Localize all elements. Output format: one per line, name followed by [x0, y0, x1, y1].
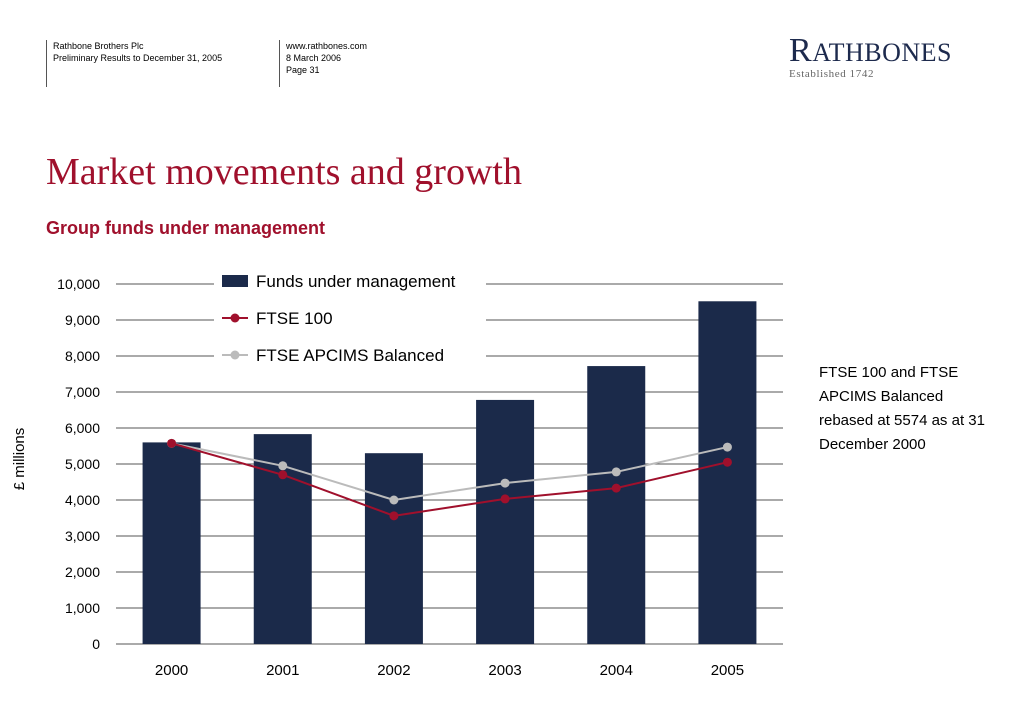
logo-established: Established 1742	[789, 68, 875, 80]
point-ftse100-2004	[611, 483, 621, 493]
page-title: Market movements and growth	[46, 151, 522, 193]
y-tick-label: 3,000	[65, 528, 100, 544]
page-number: Page 31	[286, 65, 320, 75]
bar-funds-2002	[364, 453, 423, 644]
bar-funds-2005	[698, 301, 757, 644]
y-tick-label: 4,000	[65, 492, 100, 508]
y-tick-label: 0	[92, 636, 100, 652]
y-tick-label: 5,000	[65, 456, 100, 472]
point-ftse100-2002	[389, 511, 399, 521]
point-ftse100-2005	[722, 457, 732, 467]
legend-swatch-funds	[222, 275, 248, 287]
page-subtitle: Group funds under management	[46, 218, 326, 238]
y-tick-label: 10,000	[57, 276, 100, 292]
point-ftse100-2001	[278, 470, 288, 480]
document-title: Preliminary Results to December 31, 2005	[53, 53, 223, 63]
x-tick-label: 2004	[600, 662, 633, 679]
logo-rest: ATHBONES	[812, 38, 952, 67]
point-apcims-2001	[278, 461, 288, 471]
legend-label-apcims: FTSE APCIMS Balanced	[256, 346, 444, 365]
rathbones-logo: RATHBONES Established 1742	[789, 34, 989, 81]
y-tick-label: 2,000	[65, 564, 100, 580]
point-ftse100-2000	[167, 438, 177, 448]
chart-legend: Funds under management FTSE 100 FTSE APCIM…	[214, 266, 486, 370]
x-tick-label: 2001	[266, 662, 299, 679]
bar-funds-2004	[587, 366, 646, 644]
presentation-date: 8 March 2006	[286, 53, 342, 63]
line-ftse100	[171, 442, 728, 517]
point-apcims-2004	[611, 467, 621, 477]
x-tick-labels: 2000 2001 2002 2003 2004 2005	[155, 662, 744, 679]
header-divider-left	[46, 40, 47, 87]
point-ftse100-2003	[500, 494, 510, 504]
header-left: Rathbone Brothers Plc Preliminary Result…	[53, 40, 222, 64]
y-tick-label: 6,000	[65, 420, 100, 436]
point-apcims-2002	[389, 495, 399, 505]
logo-wordmark: RATHBONES	[789, 34, 989, 68]
y-axis-label: £ millions	[11, 428, 28, 491]
legend-label-funds: Funds under management	[256, 272, 456, 291]
line-apcims	[171, 442, 728, 502]
bar-funds-2003	[476, 399, 535, 644]
legend-label-ftse100: FTSE 100	[256, 309, 333, 328]
y-tick-label: 8,000	[65, 348, 100, 364]
bar-funds-2000	[142, 442, 201, 644]
website: www.rathbones.com	[286, 41, 368, 51]
point-apcims-2005	[722, 442, 732, 452]
x-tick-label: 2002	[377, 662, 410, 679]
chart-bars	[142, 301, 757, 644]
rebase-note: FTSE 100 and FTSE APCIMS Balanced rebase…	[819, 364, 985, 453]
point-apcims-2003	[500, 478, 510, 488]
header-right: www.rathbones.com 8 March 2006 Page 31	[286, 40, 367, 76]
legend-background	[214, 266, 486, 370]
x-tick-label: 2000	[155, 662, 188, 679]
x-tick-label: 2005	[711, 662, 744, 679]
legend-marker-ftse100	[230, 313, 240, 323]
y-tick-labels: 0 1,000 2,000 3,000 4,000 5,000 6,000 7,000 8,00…	[57, 276, 100, 652]
header-divider-right	[279, 40, 280, 87]
x-tick-label: 2003	[488, 662, 521, 679]
chart-lines	[167, 438, 732, 521]
y-tick-label: 9,000	[65, 312, 100, 328]
logo-initial: R	[789, 32, 813, 69]
y-tick-label: 1,000	[65, 600, 100, 616]
legend-marker-apcims	[230, 350, 240, 360]
company-name: Rathbone Brothers Plc	[53, 41, 144, 51]
y-tick-label: 7,000	[65, 384, 100, 400]
